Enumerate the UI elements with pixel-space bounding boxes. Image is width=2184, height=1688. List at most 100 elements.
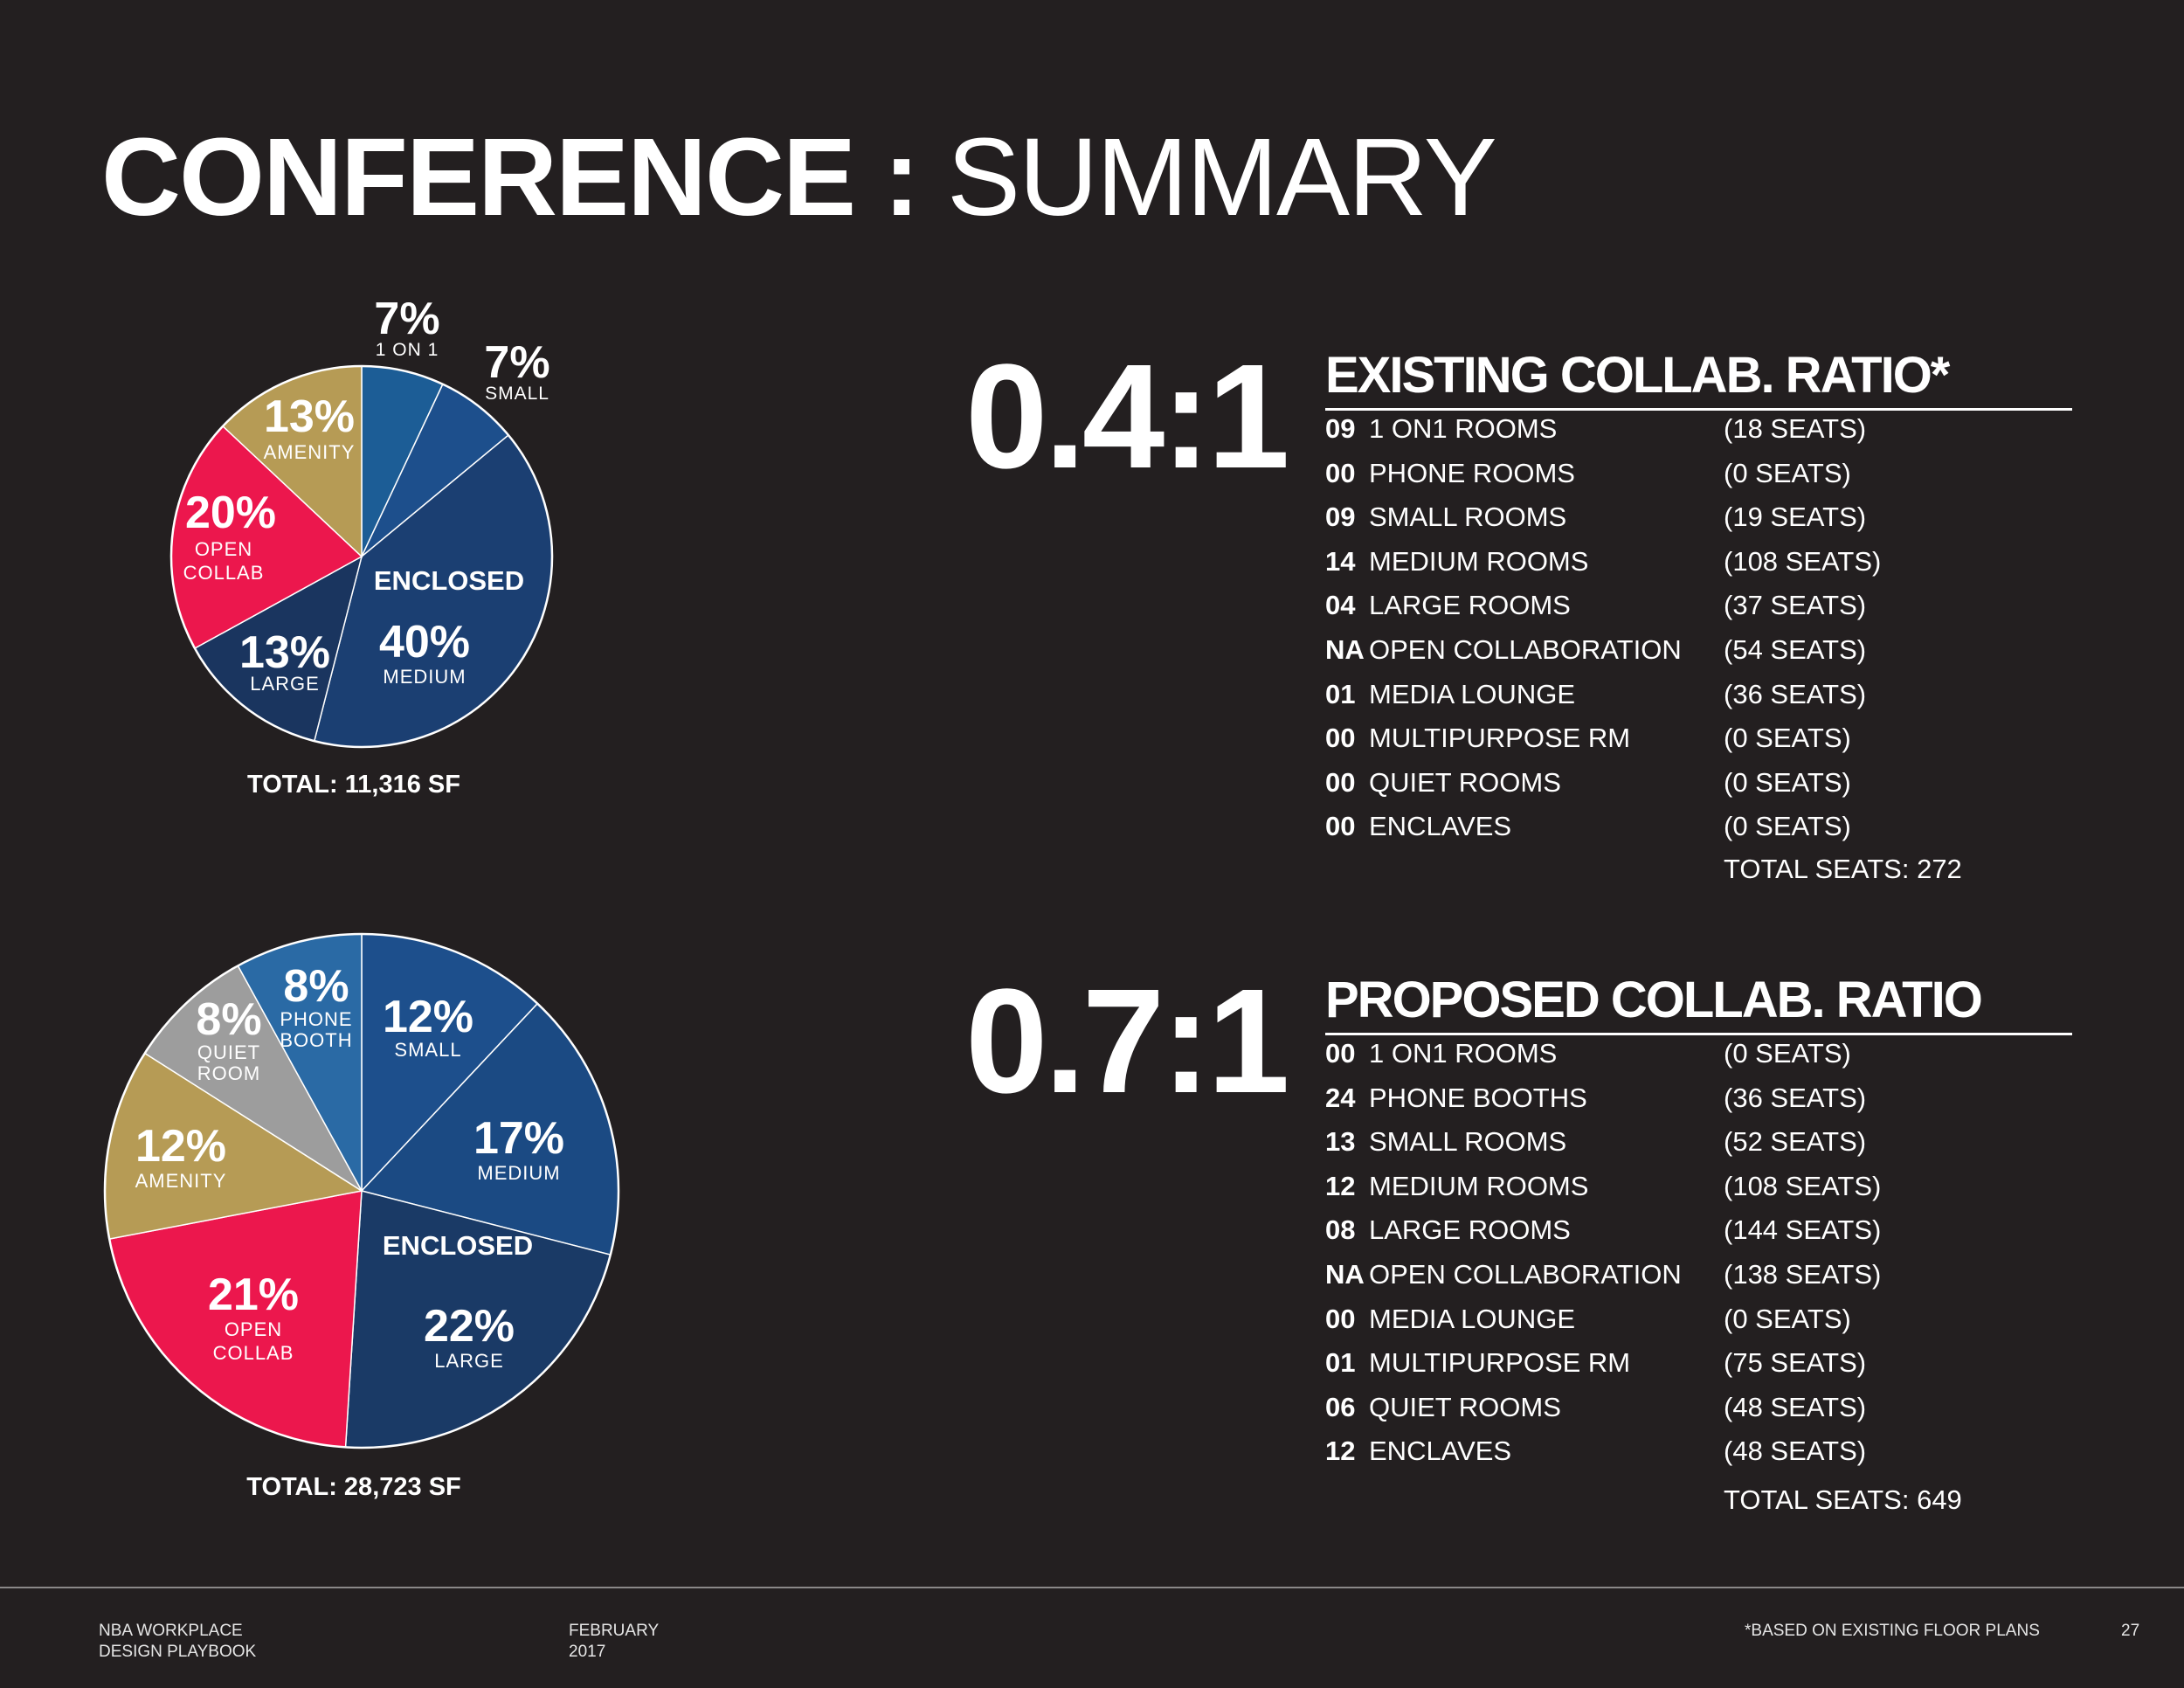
room-name: MEDIUM ROOMS [1369, 1170, 1589, 1201]
pie-slice-percent: 8% [196, 994, 261, 1045]
room-count: 13 [1325, 1126, 1356, 1158]
existing-pie-total: TOTAL: 11,316 SF [247, 771, 460, 799]
room-count: 09 [1325, 413, 1356, 444]
footer-org-line2: DESIGN PLAYBOOK [99, 1643, 257, 1661]
room-count: 06 [1325, 1391, 1356, 1422]
room-seats: (52 SEATS) [1724, 1126, 1867, 1158]
pie-slice-label: BOOTH [280, 1029, 352, 1051]
proposed-room-row: NA OPEN COLLABORATION (138 SEATS) [1325, 1253, 2072, 1297]
pie-slice-percent: 13% [239, 627, 330, 678]
pie-outline [103, 932, 620, 1449]
footer-date-line1: FEBRUARY [569, 1622, 660, 1640]
pie-slice-label: MEDIUM [477, 1162, 560, 1184]
room-name: OPEN COLLABORATION [1369, 633, 1682, 665]
room-seats: (138 SEATS) [1724, 1258, 1882, 1290]
room-name: PHONE ROOMS [1369, 457, 1575, 488]
proposed-room-list: 00 1 ON1 ROOMS (0 SEATS) 24 PHONE BOOTHS (36 … [1325, 1032, 2072, 1474]
room-seats: (0 SEATS) [1724, 811, 1851, 842]
room-count: 00 [1325, 811, 1356, 842]
room-name: MEDIA LOUNGE [1369, 1303, 1575, 1334]
footer-org: NBA WORKPLACE DESIGN PLAYBOOK [99, 1621, 256, 1663]
proposed-room-row: 01 MULTIPURPOSE RM (75 SEATS) [1325, 1341, 2072, 1386]
pie-slice-label: PHONE [280, 1008, 352, 1030]
existing-room-row: 09 SMALL ROOMS (19 SEATS) [1325, 495, 2072, 540]
existing-ratio: 0.4:1 [965, 334, 1289, 500]
pie-group-label: ENCLOSED [383, 1230, 533, 1261]
footer-divider [0, 1587, 2184, 1588]
footer-date-line2: 2017 [569, 1643, 606, 1661]
room-count: 01 [1325, 1347, 1356, 1379]
room-seats: (54 SEATS) [1724, 633, 1867, 665]
room-name: QUIET ROOMS [1369, 766, 1561, 798]
page-number: 27 [2121, 1622, 2140, 1640]
existing-room-row: 00 QUIET ROOMS (0 SEATS) [1325, 761, 2072, 806]
pie-slice-label: COLLAB [183, 562, 265, 584]
existing-heading: EXISTING COLLAB. RATIO* [1325, 345, 2072, 411]
pie-slice-percent: 12% [383, 992, 473, 1042]
room-name: MEDIUM ROOMS [1369, 545, 1589, 577]
room-count: NA [1325, 633, 1365, 665]
room-name: SMALL ROOMS [1369, 1126, 1567, 1158]
proposed-room-row: 08 LARGE ROOMS (144 SEATS) [1325, 1208, 2072, 1253]
pie-slice-percent: 13% [264, 391, 355, 442]
existing-pie-chart: 7%1 ON 1 7%SMALL40%MEDIUM13%LARGE20%OPENC… [169, 294, 554, 749]
proposed-room-row: 13 SMALL ROOMS (52 SEATS) [1325, 1120, 2072, 1165]
existing-room-row: 09 1 ON1 ROOMS (18 SEATS) [1325, 407, 2072, 452]
pie-slice-label: 1 ON 1 [376, 340, 439, 360]
room-seats: (0 SEATS) [1724, 766, 1851, 798]
proposed-room-row: 00 MEDIA LOUNGE (0 SEATS) [1325, 1297, 2072, 1342]
pie-slice-label: AMENITY [264, 441, 356, 463]
pie-slice-percent: 12% [135, 1121, 226, 1172]
existing-room-row: 14 MEDIUM ROOMS (108 SEATS) [1325, 540, 2072, 585]
proposed-pie-total: TOTAL: 28,723 SF [246, 1473, 461, 1501]
pie-slice-label: COLLAB [213, 1342, 294, 1364]
room-count: 00 [1325, 766, 1356, 798]
room-seats: (48 SEATS) [1724, 1435, 1867, 1467]
room-count: 00 [1325, 457, 1356, 488]
pie-slice-label: SMALL [394, 1039, 461, 1061]
page-title-bold: CONFERENCE : [101, 115, 920, 239]
room-seats: (108 SEATS) [1724, 1170, 1882, 1201]
room-name: 1 ON1 ROOMS [1369, 1038, 1558, 1069]
footer-org-line1: NBA WORKPLACE [99, 1622, 243, 1640]
room-count: 04 [1325, 590, 1356, 621]
existing-room-row: 04 LARGE ROOMS (37 SEATS) [1325, 584, 2072, 628]
room-seats: (0 SEATS) [1724, 1303, 1851, 1334]
pie-group-label: ENCLOSED [374, 565, 524, 596]
proposed-room-row: 24 PHONE BOOTHS (36 SEATS) [1325, 1076, 2072, 1121]
pie-slice-label: SMALL [485, 384, 549, 404]
existing-room-row: 00 ENCLAVES (0 SEATS) [1325, 805, 2072, 849]
room-name: OPEN COLLABORATION [1369, 1258, 1682, 1290]
room-seats: (0 SEATS) [1724, 457, 1851, 488]
page-title: CONFERENCE : SUMMARY [101, 112, 1497, 243]
room-seats: (19 SEATS) [1724, 502, 1867, 533]
room-name: ENCLAVES [1369, 1435, 1512, 1467]
room-seats: (37 SEATS) [1724, 590, 1867, 621]
footer-date: FEBRUARY 2017 [569, 1621, 659, 1663]
pie-slice-percent: 40% [379, 617, 470, 668]
pie-slice-percent: 7% [374, 294, 439, 344]
pie-slice-percent: 8% [283, 961, 349, 1012]
room-count: 00 [1325, 1038, 1356, 1069]
room-count: 14 [1325, 545, 1356, 577]
pie-slice-percent: 17% [473, 1113, 564, 1164]
room-name: LARGE ROOMS [1369, 1214, 1571, 1246]
room-count: 01 [1325, 678, 1356, 709]
existing-room-list: 09 1 ON1 ROOMS (18 SEATS) 00 PHONE ROOMS (0 S… [1325, 407, 2072, 849]
room-name: QUIET ROOMS [1369, 1391, 1561, 1422]
pie-slice-label: LARGE [250, 673, 320, 695]
room-seats: (0 SEATS) [1724, 723, 1851, 754]
room-seats: (108 SEATS) [1724, 545, 1882, 577]
pie-slice-label: MEDIUM [383, 666, 466, 688]
proposed-ratio: 0.7:1 [965, 958, 1289, 1124]
existing-room-row: 00 MULTIPURPOSE RM (0 SEATS) [1325, 716, 2072, 761]
room-name: ENCLAVES [1369, 811, 1512, 842]
pie-slice-label: AMENITY [135, 1170, 227, 1192]
pie-slice-percent: 21% [208, 1269, 299, 1320]
pie-slice-label: LARGE [434, 1350, 504, 1372]
proposed-pie-chart: 12%SMALL17%MEDIUM22%LARGE21%OPENCOLLAB12… [103, 932, 620, 1449]
room-seats: (144 SEATS) [1724, 1214, 1882, 1246]
room-name: PHONE BOOTHS [1369, 1082, 1587, 1113]
existing-total-seats: TOTAL SEATS: 272 [1724, 854, 1962, 884]
room-seats: (48 SEATS) [1724, 1391, 1867, 1422]
